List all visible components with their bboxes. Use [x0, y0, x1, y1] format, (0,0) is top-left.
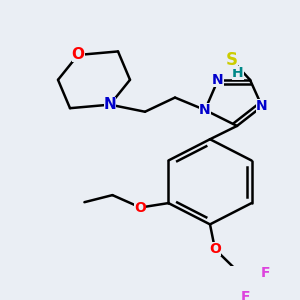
Text: O: O — [71, 47, 85, 62]
Text: H: H — [232, 66, 244, 80]
Text: N: N — [103, 97, 116, 112]
Text: N: N — [256, 99, 268, 113]
Text: N: N — [212, 73, 224, 87]
Text: O: O — [134, 200, 146, 214]
Text: O: O — [209, 242, 221, 256]
Text: F: F — [240, 290, 250, 300]
Text: N: N — [199, 103, 211, 117]
Text: F: F — [260, 266, 270, 280]
Text: S: S — [226, 51, 238, 69]
